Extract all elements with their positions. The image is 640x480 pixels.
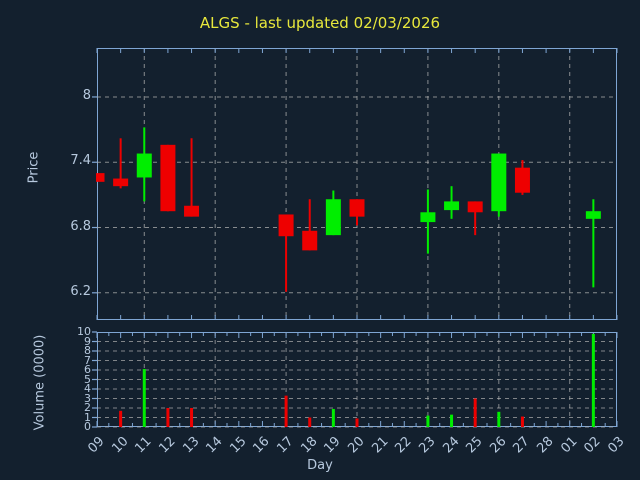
volume-tick-label: 9: [84, 334, 91, 348]
volume-tick-label: 2: [84, 401, 91, 414]
volume-tick-label: 1: [84, 410, 91, 424]
volume-tick-label: 7: [84, 353, 91, 367]
price-tick-label: 7.4: [70, 153, 91, 169]
volume-plot-area: [97, 332, 617, 427]
volume-tick-label: 3: [84, 391, 91, 405]
price-tick-label: 8: [82, 87, 91, 103]
volume-tick-label: 6: [84, 363, 91, 376]
volume-axis-label: Volume (0000): [32, 334, 48, 431]
day-axis-label: Day: [307, 458, 333, 473]
page-title: ALGS - last updated 02/03/2026: [199, 14, 441, 32]
volume-tick-label: 0: [84, 420, 91, 433]
price-plot-area: [97, 48, 617, 320]
volume-tick-label: 4: [84, 382, 91, 395]
volume-tick-label: 8: [84, 344, 91, 357]
price-tick-label: 6.8: [70, 218, 91, 234]
price-tick-label: 6.2: [70, 283, 91, 299]
volume-tick-label: 5: [84, 372, 91, 386]
volume-tick-label: 10: [77, 325, 91, 338]
